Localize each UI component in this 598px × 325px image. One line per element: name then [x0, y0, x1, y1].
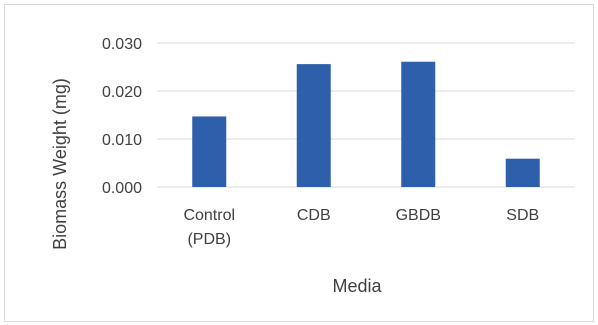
bar — [296, 64, 331, 187]
bars — [192, 61, 540, 187]
x-axis-title: Media — [332, 276, 382, 296]
x-tick-label: Control — [183, 207, 235, 224]
x-tick-label: (PDB) — [187, 231, 231, 248]
x-tick-label: SDB — [506, 207, 539, 224]
bar — [192, 116, 227, 187]
y-tick-label: 0.020 — [102, 84, 142, 101]
x-tick-label: CDB — [297, 207, 331, 224]
x-tick-label: GBDB — [396, 207, 441, 224]
y-axis-title: Biomass Weight (mg) — [50, 78, 70, 250]
y-tick-label: 0.000 — [102, 180, 142, 197]
gridlines — [157, 42, 575, 188]
x-tick-labels: Control (PDB) CDB GBDB SDB — [183, 207, 539, 248]
y-tick-labels: 0.000 0.010 0.020 0.030 — [102, 36, 142, 197]
bar — [505, 158, 540, 187]
y-tick-label: 0.010 — [102, 132, 142, 149]
y-tick-label: 0.030 — [102, 36, 142, 53]
bar — [401, 61, 436, 187]
